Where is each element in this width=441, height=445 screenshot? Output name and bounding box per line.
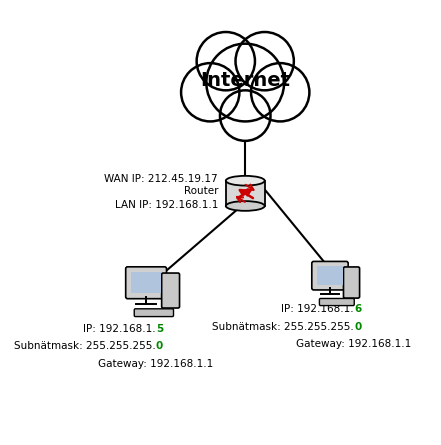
FancyBboxPatch shape [131,272,161,293]
FancyBboxPatch shape [317,267,343,285]
Text: Subnätmask: 255.255.255.: Subnätmask: 255.255.255. [14,341,156,351]
Text: Gateway: 192.168.1.1: Gateway: 192.168.1.1 [98,359,213,368]
Text: Gateway: 192.168.1.1: Gateway: 192.168.1.1 [296,339,412,349]
FancyBboxPatch shape [319,299,354,306]
FancyBboxPatch shape [226,181,265,206]
Text: IP: 192.168.1.: IP: 192.168.1. [83,324,156,334]
Circle shape [197,32,255,90]
Circle shape [235,32,294,90]
Circle shape [181,63,239,121]
Text: 0: 0 [354,322,361,332]
FancyBboxPatch shape [162,273,179,308]
FancyBboxPatch shape [126,267,167,299]
FancyBboxPatch shape [134,309,173,316]
FancyBboxPatch shape [344,267,359,298]
Circle shape [220,90,270,141]
Ellipse shape [226,201,265,211]
Text: IP: 192.168.1.: IP: 192.168.1. [281,304,354,314]
Text: LAN IP: 192.168.1.1: LAN IP: 192.168.1.1 [115,200,218,210]
Circle shape [206,44,284,121]
Text: 0: 0 [156,341,163,351]
Text: Internet: Internet [200,71,290,90]
Text: 5: 5 [156,324,163,334]
FancyBboxPatch shape [312,261,348,290]
Text: WAN IP: 212.45.19.17: WAN IP: 212.45.19.17 [105,174,218,184]
Ellipse shape [226,176,265,186]
Text: Router: Router [183,186,218,196]
Text: 6: 6 [354,304,361,314]
Text: Subnätmask: 255.255.255.: Subnätmask: 255.255.255. [212,322,354,332]
Circle shape [251,63,310,121]
